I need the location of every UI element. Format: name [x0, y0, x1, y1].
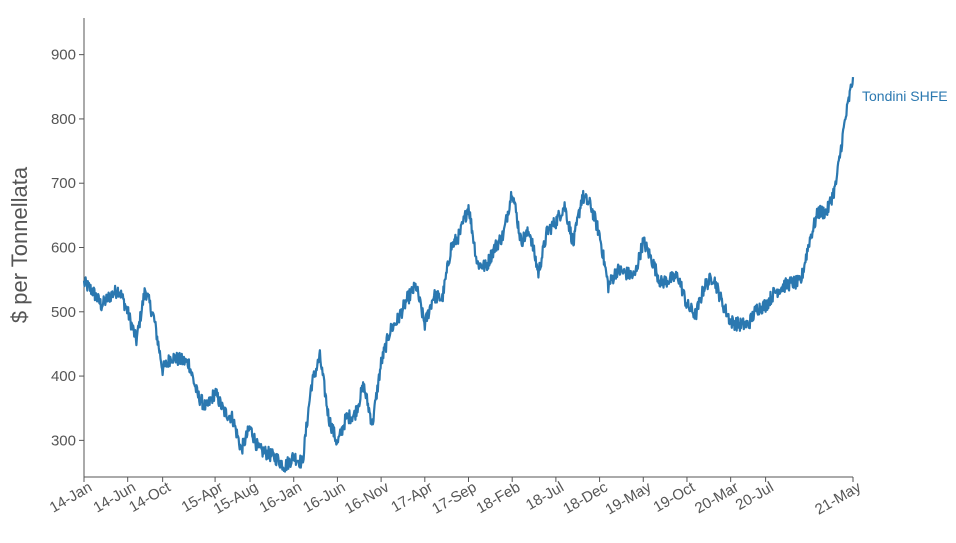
y-tick-label: 600	[51, 240, 76, 257]
x-tick-label: 17-Sep	[429, 479, 479, 518]
x-tick-label: 21-May	[812, 478, 864, 518]
x-tick-label: 18-Jul	[523, 479, 567, 514]
x-tick-label: 14-Oct	[126, 478, 174, 516]
x-tick-label: 14-Jan	[47, 479, 95, 517]
y-axis: 300 400 500 600 700 800 900	[51, 18, 85, 477]
y-tick-label: 700	[51, 175, 76, 192]
x-tick-label: 16-Nov	[342, 478, 393, 517]
series-line-tondini-shfe	[82, 77, 855, 473]
x-tick-label: 19-Oct	[650, 478, 698, 516]
x-tick-label: 16-Jun	[300, 479, 348, 517]
x-tick-label: 20-Jul	[733, 479, 777, 514]
y-tick-label: 300	[51, 432, 76, 449]
y-axis-label: $ per Tonnellata	[7, 166, 32, 323]
y-tick-label: 500	[51, 304, 76, 321]
x-tick-label: 18-Dec	[560, 478, 611, 517]
x-tick-label: 18-Feb	[474, 479, 524, 517]
series-label: Tondini SHFE	[862, 88, 948, 104]
series-layer	[82, 77, 855, 473]
x-tick-label: 16-Jan	[256, 479, 304, 517]
y-tick-label: 400	[51, 368, 76, 385]
x-tick-label: 17-Apr	[388, 479, 435, 516]
y-tick-label: 900	[51, 47, 76, 64]
y-tick-label: 800	[51, 111, 76, 128]
x-tick-label: 19-May	[602, 478, 654, 518]
